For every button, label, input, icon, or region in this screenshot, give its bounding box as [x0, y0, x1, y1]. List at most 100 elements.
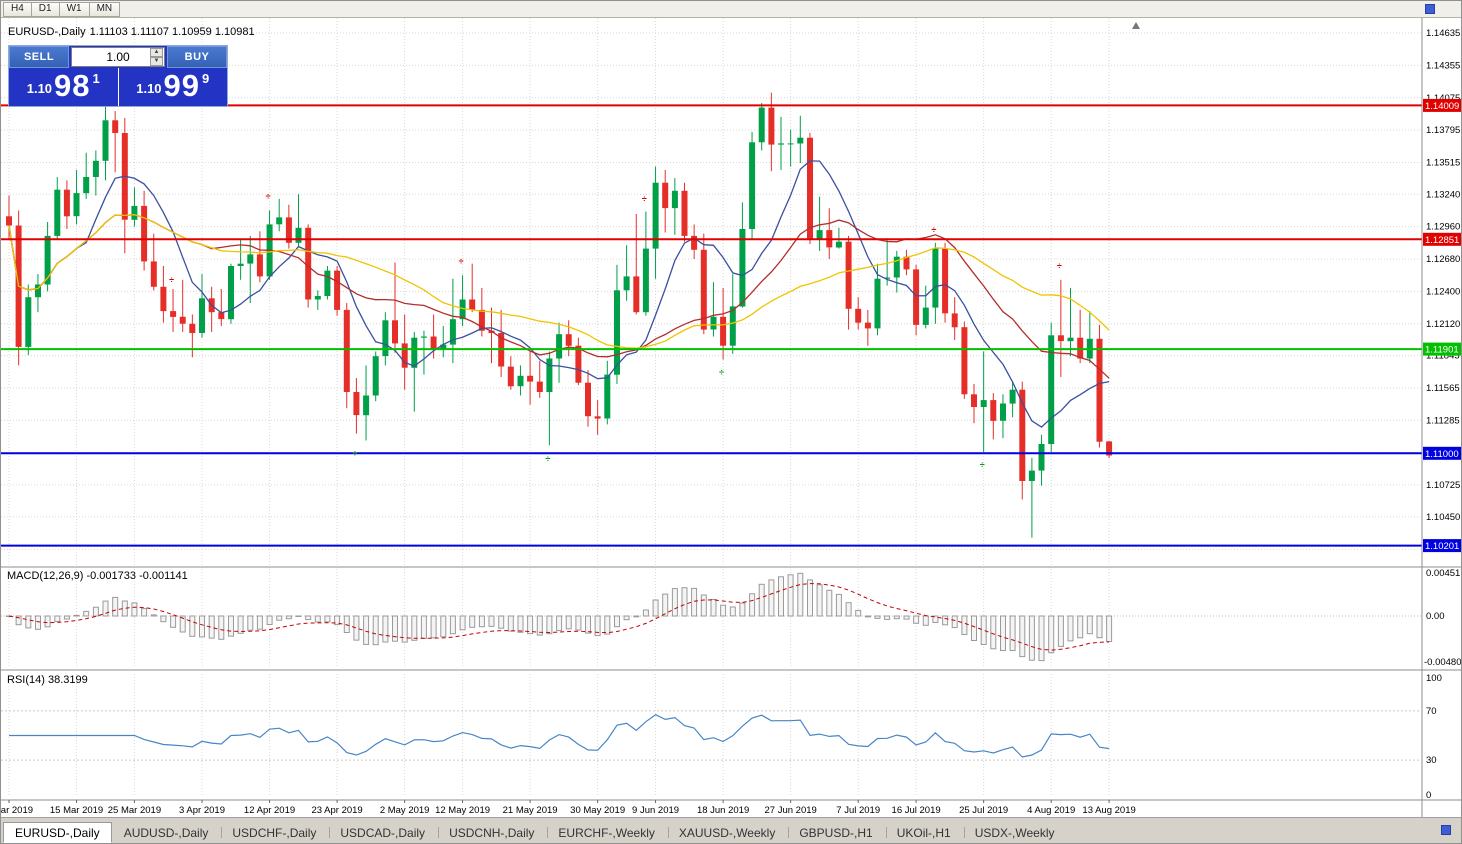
ma-line-34	[8, 214, 1110, 349]
svg-text:1.14075: 1.14075	[1426, 93, 1460, 104]
buy-button[interactable]: BUY	[167, 46, 227, 68]
svg-text:1.12400: 1.12400	[1426, 286, 1460, 297]
svg-text:1.11901: 1.11901	[1425, 345, 1459, 356]
sell-price[interactable]: 1.10 98 1	[9, 68, 119, 106]
chart-tab-eurchf[interactable]: EURCHF-,Weekly	[546, 822, 666, 843]
chart-ohlc-label: EURUSD-,Daily 1.11103 1.11107 1.10959 1.1…	[8, 26, 259, 38]
sell-button[interactable]: SELL	[9, 46, 69, 68]
chart-scroll-icon[interactable]	[1425, 4, 1435, 14]
trade-prices-row: 1.10 98 1 1.10 99 9	[9, 68, 227, 106]
svg-text:3 Apr 2019: 3 Apr 2019	[179, 805, 225, 816]
svg-text:÷: ÷	[719, 367, 724, 377]
macd-label: MACD(12,26,9) -0.001733 -0.001141	[7, 570, 188, 582]
svg-text:1.11000: 1.11000	[1425, 449, 1459, 460]
chart-tab-usdcnh[interactable]: USDCNH-,Daily	[437, 822, 546, 843]
macd-signal-line	[8, 583, 1110, 651]
svg-text:÷: ÷	[1057, 261, 1062, 271]
svg-text:30: 30	[1426, 755, 1437, 766]
svg-text:-0.004806: -0.004806	[1424, 657, 1462, 668]
svg-text:÷: ÷	[266, 192, 271, 202]
svg-text:9 Jun 2019: 9 Jun 2019	[632, 805, 679, 816]
svg-text:0.004517: 0.004517	[1426, 568, 1462, 579]
price-axis-labels: 1.14635 1.14355 1.14075 1.13795 1.13515 1.132…	[1424, 28, 1462, 801]
trade-markers: ÷ ÷ ÷ ÷ ÷ ÷ ÷ ÷ ÷ ÷	[169, 192, 1062, 470]
volume-up-button[interactable]: ▲	[150, 48, 163, 57]
sell-price-prefix: 1.10	[26, 81, 53, 96]
svg-text:0.00: 0.00	[1426, 611, 1445, 622]
timeframe-buttons: H4 D1 W1 MN	[3, 1, 121, 17]
svg-text:÷: ÷	[459, 256, 464, 266]
svg-text:1.12680: 1.12680	[1426, 254, 1460, 265]
date-axis: 6 Mar 2019 15 Mar 2019 25 Mar 2019 3 Apr 20…	[1, 800, 1136, 816]
svg-text:1.12960: 1.12960	[1426, 222, 1460, 233]
chart-tab-audusd[interactable]: AUDUSD-,Daily	[123, 826, 209, 840]
chart-tab-eurusd[interactable]: EURUSD-,Daily	[3, 822, 112, 843]
svg-text:1.10725: 1.10725	[1426, 480, 1460, 491]
buy-price[interactable]: 1.10 99 9	[119, 68, 228, 106]
svg-text:1.13795: 1.13795	[1426, 125, 1460, 136]
svg-text:÷: ÷	[352, 448, 357, 458]
ma-line-8	[8, 160, 1110, 428]
svg-text:30 May 2019: 30 May 2019	[570, 805, 625, 816]
timeframe-button-h4[interactable]: H4	[3, 1, 32, 17]
svg-text:÷: ÷	[545, 454, 550, 464]
svg-text:1.11285: 1.11285	[1426, 415, 1460, 426]
svg-text:1.14355: 1.14355	[1426, 60, 1460, 71]
volume-down-button[interactable]: ▼	[150, 57, 163, 66]
chart-tab-gbpusd[interactable]: GBPUSD-,H1	[787, 822, 884, 843]
macd-histogram	[6, 572, 1113, 662]
volume-stepper: ▲ ▼	[150, 48, 163, 66]
chart-tabs: EURUSD-,Daily AUDUSD-,Daily USDCHF-,Daily U…	[3, 822, 1067, 843]
svg-text:70: 70	[1426, 706, 1437, 717]
svg-text:1.13240: 1.13240	[1426, 189, 1460, 200]
grid	[1, 18, 1422, 797]
timeframe-button-w1[interactable]: W1	[58, 1, 90, 17]
chart-tab-ukoil[interactable]: UKOil-,H1	[885, 822, 963, 843]
chart-area: ÷ ÷ ÷ ÷ ÷ ÷ ÷ ÷ ÷ ÷ 1.14635 1.14355 1.14075 1.13795 1.…	[1, 18, 1461, 819]
sell-price-big: 98	[54, 68, 91, 103]
svg-text:2 May 2019: 2 May 2019	[380, 805, 430, 816]
chart-tab-xauusd[interactable]: XAUUSD-,Weekly	[667, 822, 787, 843]
chart-shift-marker-icon[interactable]	[1132, 22, 1140, 29]
pane-separators	[1, 18, 1461, 819]
timeframe-toolbar: H4 D1 W1 MN	[1, 1, 1461, 18]
svg-text:16 Jul 2019: 16 Jul 2019	[892, 805, 941, 816]
rsi-line	[9, 714, 1110, 758]
svg-text:4 Aug 2019: 4 Aug 2019	[1027, 805, 1075, 816]
svg-text:7 Jul 2019: 7 Jul 2019	[836, 805, 880, 816]
horizontal-level-lines	[1, 104, 1422, 547]
svg-text:1.12851: 1.12851	[1425, 235, 1459, 246]
timeframe-button-d1[interactable]: D1	[30, 1, 60, 17]
svg-text:18 Jun 2019: 18 Jun 2019	[697, 805, 749, 816]
chart-tab-usdcad[interactable]: USDCAD-,Daily	[328, 822, 437, 843]
svg-text:12 May 2019: 12 May 2019	[435, 805, 490, 816]
svg-text:÷: ÷	[931, 225, 936, 235]
tabs-scroll-icon[interactable]	[1441, 825, 1451, 835]
svg-text:1.14635: 1.14635	[1426, 28, 1460, 39]
svg-text:1.11565: 1.11565	[1426, 383, 1460, 394]
volume-value[interactable]: 1.00	[106, 50, 130, 64]
volume-field[interactable]: 1.00 ▲ ▼	[71, 47, 165, 67]
svg-text:÷: ÷	[980, 460, 985, 470]
svg-text:1.12120: 1.12120	[1426, 319, 1460, 330]
one-click-trading-widget: SELL 1.00 ▲ ▼ BUY 1.10 98 1 1.10 99 9	[8, 45, 228, 107]
svg-text:1.10201: 1.10201	[1425, 541, 1459, 552]
chart-tab-usdx[interactable]: USDX-,Weekly	[963, 822, 1067, 843]
svg-text:25 Mar 2019: 25 Mar 2019	[108, 805, 161, 816]
timeframe-button-mn[interactable]: MN	[88, 1, 121, 17]
buy-price-big: 99	[163, 68, 201, 103]
chart-tab-usdchf[interactable]: USDCHF-,Daily	[220, 822, 328, 843]
svg-text:15 Mar 2019: 15 Mar 2019	[50, 805, 103, 816]
svg-text:1.13515: 1.13515	[1426, 158, 1460, 169]
svg-text:1.11845: 1.11845	[1426, 351, 1460, 362]
svg-text:21 May 2019: 21 May 2019	[503, 805, 558, 816]
chart-canvas[interactable]: ÷÷÷÷÷÷÷÷÷÷1.146351.143551.140751.137951.…	[1, 18, 1462, 819]
svg-text:12 Apr 2019: 12 Apr 2019	[244, 805, 295, 816]
svg-text:÷: ÷	[169, 275, 174, 285]
svg-text:100: 100	[1426, 673, 1442, 684]
level-price-tags: 1.14009 1.12851 1.11901 1.11000 1.10201	[1423, 98, 1461, 553]
candles	[6, 92, 1113, 538]
svg-text:÷: ÷	[642, 194, 647, 204]
svg-text:0: 0	[1426, 790, 1431, 801]
